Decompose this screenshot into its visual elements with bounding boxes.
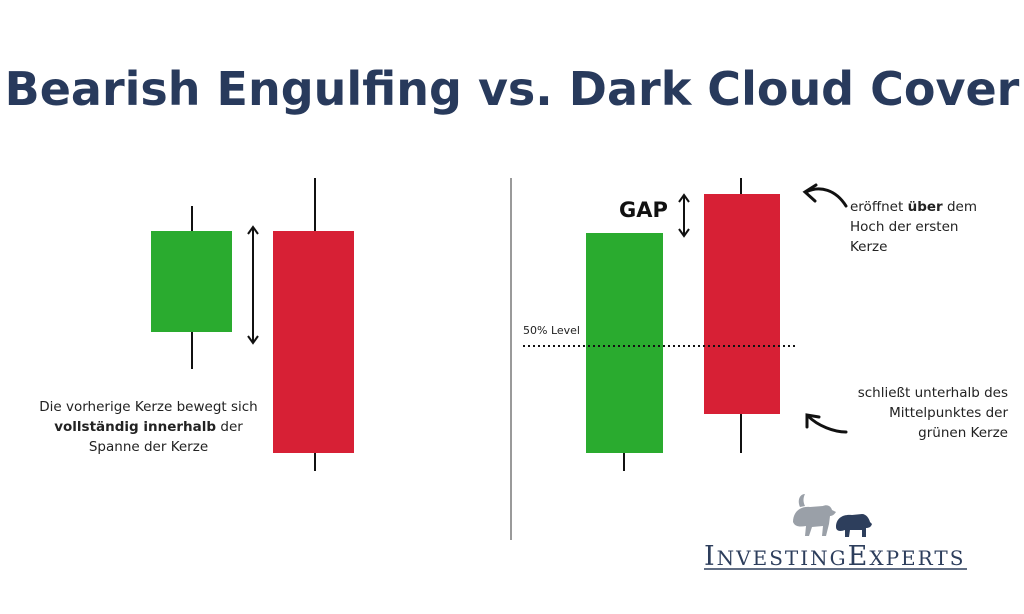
close-note: schließt unterhalb des Mittelpunktes der…	[857, 385, 1008, 441]
gap-double-arrow	[678, 193, 690, 238]
open-note: eröffnet über dem Hoch der ersten Kerze	[850, 197, 1000, 257]
logo-initial-i: I	[704, 541, 717, 572]
left-green-candle	[151, 231, 232, 332]
logo-word-nvesting: NVESTING	[716, 546, 848, 570]
close-note-arrow	[805, 413, 848, 434]
right-green-candle	[586, 233, 663, 453]
left-note-text-2: der Spanne der Kerze	[88, 419, 243, 455]
fifty-percent-level-label: 50% Level	[523, 324, 580, 337]
logo-word-xperts: XPERTS	[869, 546, 966, 570]
left-note: Die vorherige Kerze bewegt sich vollstän…	[36, 397, 261, 457]
left-red-candle	[273, 231, 354, 453]
left-note-bold: vollständig innerhalb	[54, 419, 217, 435]
range-double-arrow	[247, 225, 259, 345]
gap-label: GAP	[619, 198, 668, 222]
logo-initial-e: E	[847, 541, 870, 572]
open-note-arrow	[802, 183, 848, 208]
bull-icon	[793, 494, 836, 536]
left-note-text-1: Die vorherige Kerze bewegt sich	[39, 399, 258, 415]
page-title: Bearish Engulfing vs. Dark Cloud Cover	[4, 62, 1020, 116]
right-red-candle	[704, 194, 780, 414]
open-note-text-2: dem Hoch der ersten Kerze	[850, 199, 977, 255]
open-note-bold: über	[907, 199, 943, 215]
open-note-text-1: eröffnet	[850, 199, 908, 215]
investing-experts-logo: INVESTINGEXPERTS	[704, 541, 965, 572]
bear-icon	[836, 514, 872, 537]
